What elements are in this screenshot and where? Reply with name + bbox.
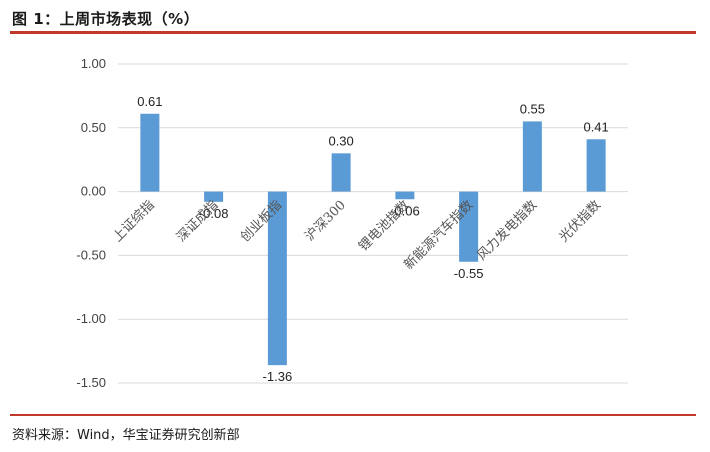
bars xyxy=(140,113,606,366)
category-label: 锂电池指数 xyxy=(356,198,413,255)
y-tick-label: 0.50 xyxy=(81,120,106,135)
gridlines xyxy=(118,63,628,384)
y-axis-ticks: 1.00 0.50 0.00 -0.50 -1.00 -1.50 xyxy=(76,56,106,390)
category-label: 光伏指数 xyxy=(557,198,604,245)
top-divider xyxy=(10,31,696,34)
data-label: 0.55 xyxy=(520,101,545,116)
y-tick-label: -0.50 xyxy=(76,247,106,262)
data-label: 0.61 xyxy=(137,94,162,109)
y-tick-label: 1.00 xyxy=(81,56,106,71)
figure-title: 图 1：上周市场表现（%） xyxy=(12,10,200,28)
y-tick-label: -1.50 xyxy=(76,375,106,390)
data-label: 0.30 xyxy=(328,133,353,148)
category-label: 沪深300 xyxy=(302,197,349,244)
bar xyxy=(267,191,287,366)
bottom-divider xyxy=(10,414,696,416)
data-label: -0.55 xyxy=(454,266,484,281)
bar xyxy=(586,139,606,192)
bar xyxy=(204,191,224,202)
category-label: 深证成指 xyxy=(174,198,221,245)
bar xyxy=(395,191,415,200)
data-labels: 0.61 -0.08 -1.36 0.30 -0.06 -0.55 0.55 0.41 xyxy=(137,94,609,384)
bar xyxy=(522,121,542,192)
bar xyxy=(140,113,160,192)
data-label: 0.41 xyxy=(583,119,608,134)
data-label: -0.08 xyxy=(199,206,229,221)
bar xyxy=(459,191,479,262)
category-label: 风力发电指数 xyxy=(474,197,540,263)
source-note: 资料来源：Wind，华宝证券研究创新部 xyxy=(12,428,240,443)
bar xyxy=(331,153,351,192)
category-label: 上证综指 xyxy=(110,198,157,245)
data-label: -0.06 xyxy=(390,203,420,218)
data-label: -1.36 xyxy=(263,369,293,384)
y-tick-label: 0.00 xyxy=(81,184,106,199)
y-tick-label: -1.00 xyxy=(76,311,106,326)
